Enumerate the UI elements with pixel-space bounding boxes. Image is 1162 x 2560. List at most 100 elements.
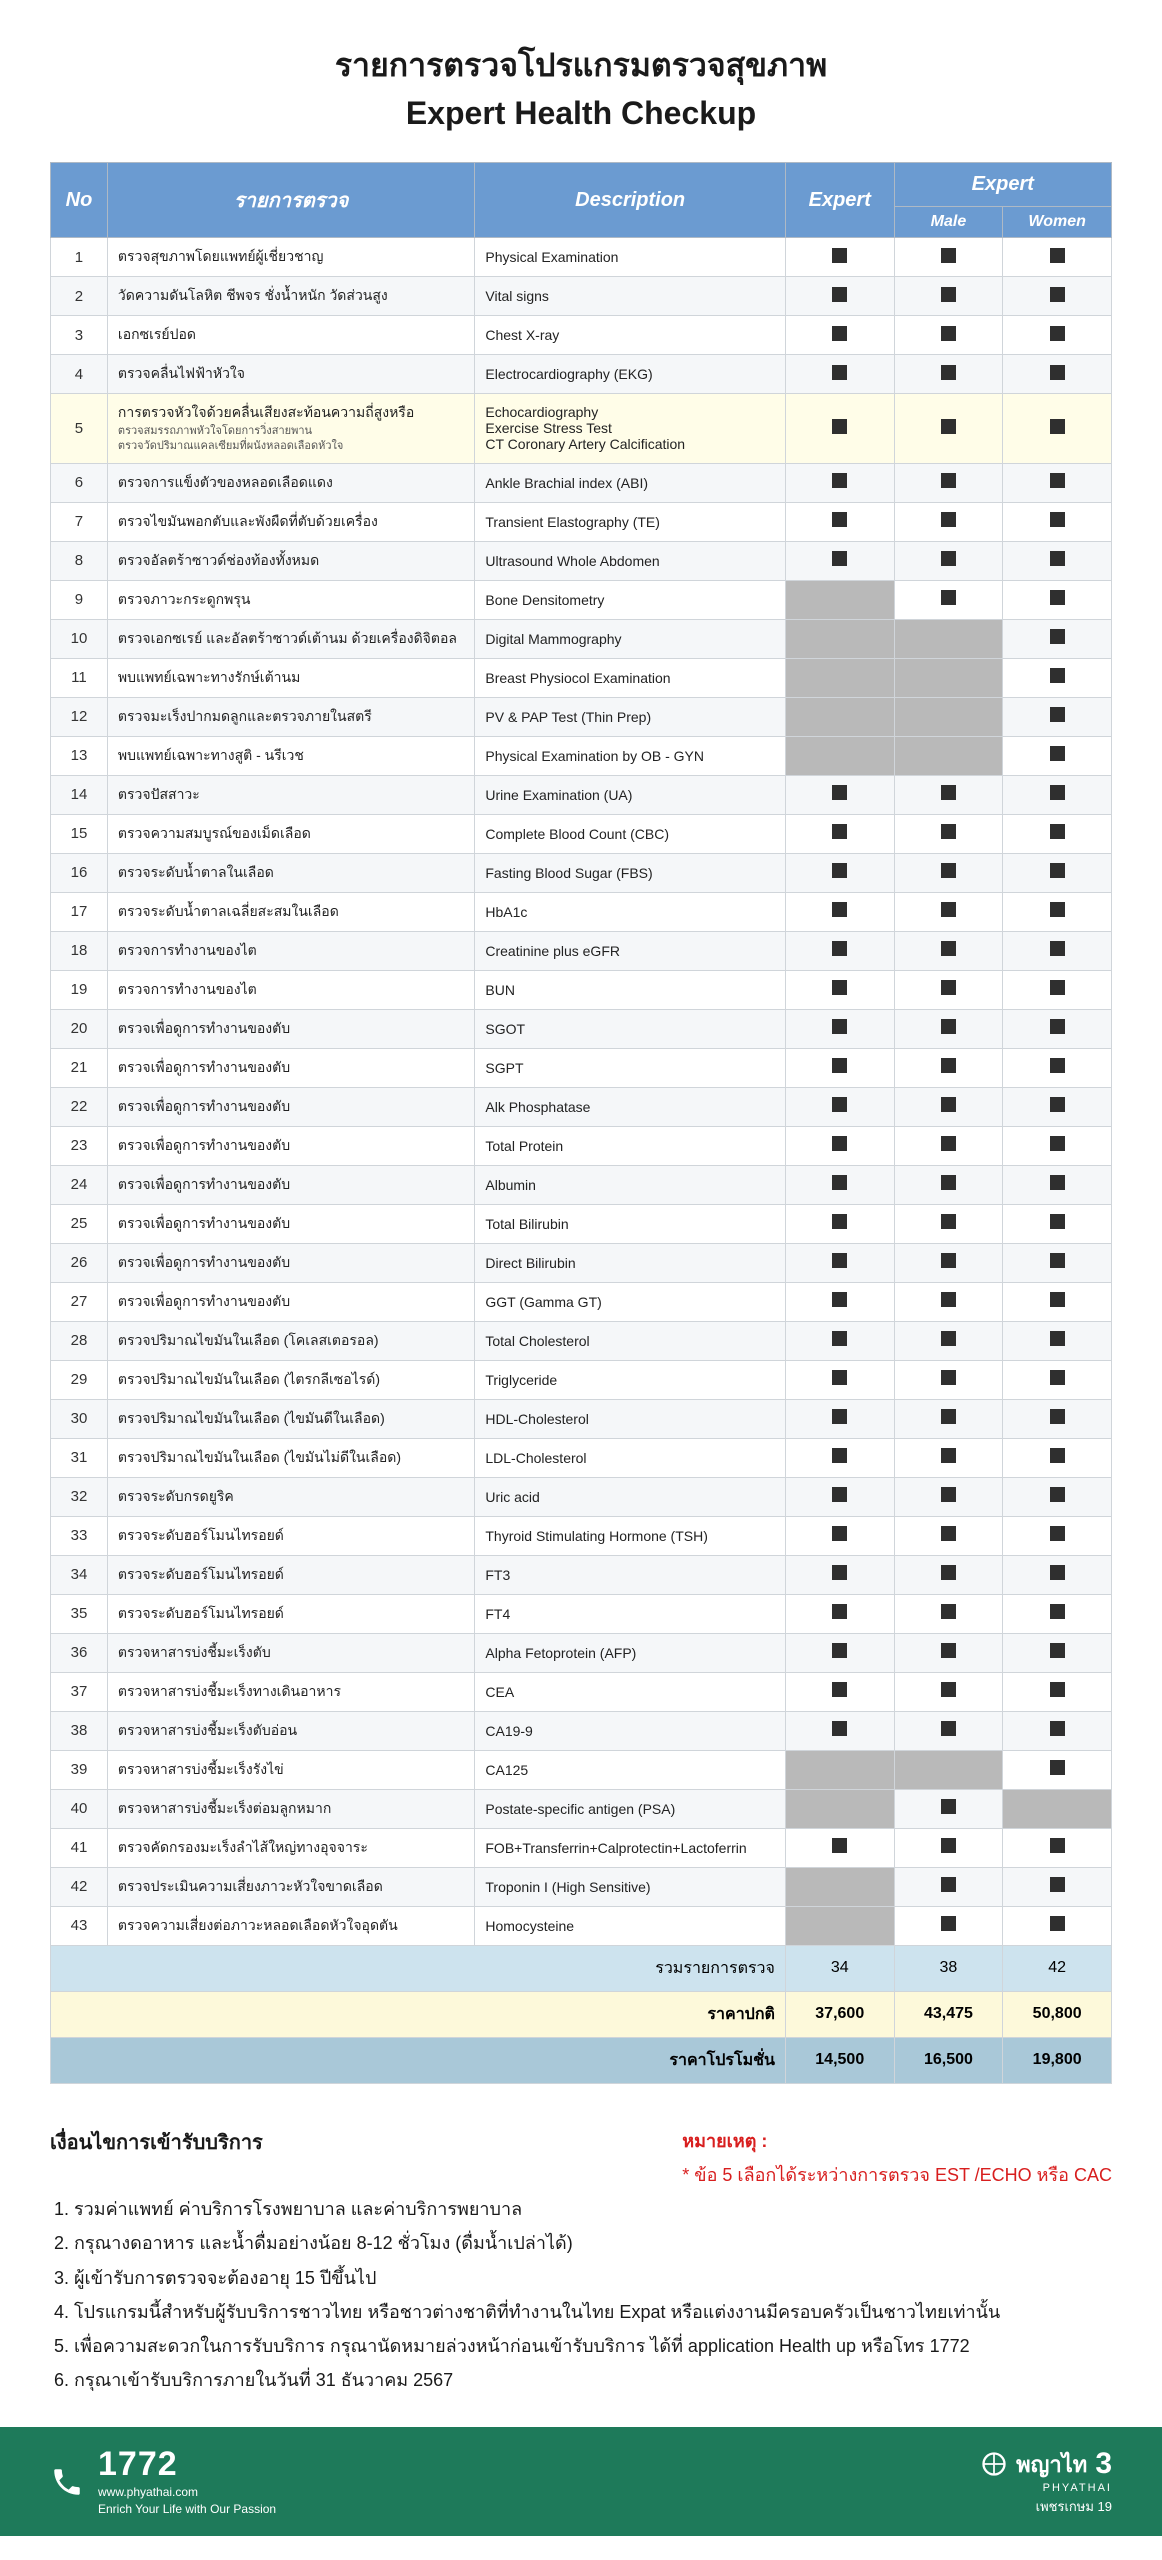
check-icon [941,1838,956,1853]
check-icon [1050,1214,1065,1229]
check-icon [1050,473,1065,488]
cell-no: 30 [51,1399,108,1438]
table-row: 12ตรวจมะเร็งปากมดลูกและตรวจภายในสตรีPV &… [51,697,1112,736]
cell-check-w [1003,1087,1112,1126]
table-row: 17ตรวจระดับน้ำตาลเฉลี่ยสะสมในเลือดHbA1c [51,892,1112,931]
check-icon [832,287,847,302]
cell-check-e [785,1633,894,1672]
cell-check-w [1003,1438,1112,1477]
check-icon [941,1136,956,1151]
cell-check-w [1003,1321,1112,1360]
check-icon [832,1175,847,1190]
cell-check-m [894,697,1003,736]
check-icon [1050,1292,1065,1307]
cell-check-w [1003,1165,1112,1204]
summary-price-label: ราคาปกติ [51,1991,786,2037]
check-icon [1050,590,1065,605]
cell-no: 33 [51,1516,108,1555]
cell-th-name: ตรวจปริมาณไขมันในเลือด (ไตรกลีเซอไรด์) [107,1360,474,1399]
check-icon [941,1916,956,1931]
check-icon [1050,365,1065,380]
summary-total-w: 42 [1003,1945,1112,1991]
check-icon [941,941,956,956]
cell-no: 13 [51,736,108,775]
check-icon [1050,1643,1065,1658]
check-icon [1050,1136,1065,1151]
cell-check-m [894,814,1003,853]
cell-check-w [1003,1789,1112,1828]
terms-note-body: * ข้อ 5 เลือกได้ระหว่างการตรวจ EST /ECHO… [682,2158,1112,2192]
cell-th-name: ตรวจหาสารบ่งชี้มะเร็งทางเดินอาหาร [107,1672,474,1711]
cell-check-m [894,1477,1003,1516]
cell-en-name: Digital Mammography [475,619,786,658]
cell-no: 17 [51,892,108,931]
terms-item: รวมค่าแพทย์ ค่าบริการโรงพยาบาล และค่าบริ… [74,2192,1112,2226]
cell-check-w [1003,1126,1112,1165]
cell-check-m [894,1516,1003,1555]
cell-check-m [894,1555,1003,1594]
summary-promo-row: ราคาโปรโมชั่น 14,500 16,500 19,800 [51,2037,1112,2083]
table-row: 30ตรวจปริมาณไขมันในเลือด (ไขมันดีในเลือด… [51,1399,1112,1438]
check-icon [1050,824,1065,839]
cell-check-e [785,1672,894,1711]
summary-total-m: 38 [894,1945,1003,1991]
check-icon [832,1448,847,1463]
cell-check-e [785,1789,894,1828]
check-icon [832,1058,847,1073]
cell-check-m [894,238,1003,277]
cell-check-w [1003,697,1112,736]
cell-check-e [785,238,894,277]
check-icon [941,287,956,302]
cell-check-w [1003,1009,1112,1048]
cell-en-name: FOB+Transferrin+Calprotectin+Lactoferrin [475,1828,786,1867]
cell-check-e [785,697,894,736]
check-icon [941,1175,956,1190]
cell-en-name: Transient Elastography (TE) [475,502,786,541]
check-icon [1050,419,1065,434]
checkup-table: No รายการตรวจ Description Expert Expert … [50,162,1112,2084]
cell-th-name: ตรวจเอกซเรย์ และอัลตร้าซาวด์เต้านม ด้วยเ… [107,619,474,658]
check-icon [941,365,956,380]
check-icon [941,1721,956,1736]
cell-check-e [785,814,894,853]
check-icon [1050,707,1065,722]
cell-check-e [785,1048,894,1087]
summary-total-e: 34 [785,1945,894,1991]
cell-check-e [785,1594,894,1633]
cell-check-m [894,1828,1003,1867]
summary-promo-label: ราคาโปรโมชั่น [51,2037,786,2083]
check-icon [1050,746,1065,761]
cell-check-w [1003,502,1112,541]
table-row: 35ตรวจระดับฮอร์โมนไทรอยด์FT4 [51,1594,1112,1633]
cell-check-w [1003,316,1112,355]
cell-check-m [894,736,1003,775]
cell-check-e [785,931,894,970]
check-icon [832,1721,847,1736]
table-row: 21ตรวจเพื่อดูการทำงานของตับSGPT [51,1048,1112,1087]
cell-check-m [894,1360,1003,1399]
table-row: 39ตรวจหาสารบ่งชี้มะเร็งรังไข่CA125 [51,1750,1112,1789]
check-icon [832,1214,847,1229]
cell-th-name: ตรวจการทำงานของไต [107,970,474,1009]
cell-check-e [785,1711,894,1750]
cell-no: 8 [51,541,108,580]
cell-th-name: ตรวจความเสี่ยงต่อภาวะหลอดเลือดหัวใจอุดตั… [107,1906,474,1945]
cell-th-name: ตรวจระดับฮอร์โมนไทรอยด์ [107,1594,474,1633]
check-icon [832,1370,847,1385]
cell-check-w [1003,1048,1112,1087]
cell-check-w [1003,1243,1112,1282]
title-block: รายการตรวจโปรแกรมตรวจสุขภาพ Expert Healt… [50,40,1112,132]
check-icon [1050,941,1065,956]
col-expert-group: Expert [894,163,1111,207]
cell-th-name: ตรวจเพื่อดูการทำงานของตับ [107,1165,474,1204]
summary-promo-e: 14,500 [785,2037,894,2083]
cell-check-w [1003,619,1112,658]
cell-check-w [1003,1711,1112,1750]
table-row: 14ตรวจปัสสาวะUrine Examination (UA) [51,775,1112,814]
cell-en-name: CA19-9 [475,1711,786,1750]
cell-check-m [894,1204,1003,1243]
cell-check-m [894,541,1003,580]
cell-no: 20 [51,1009,108,1048]
cell-th-name: ตรวจปริมาณไขมันในเลือด (ไขมันดีในเลือด) [107,1399,474,1438]
footer-brand-en: PHYATHAI [980,2482,1112,2494]
